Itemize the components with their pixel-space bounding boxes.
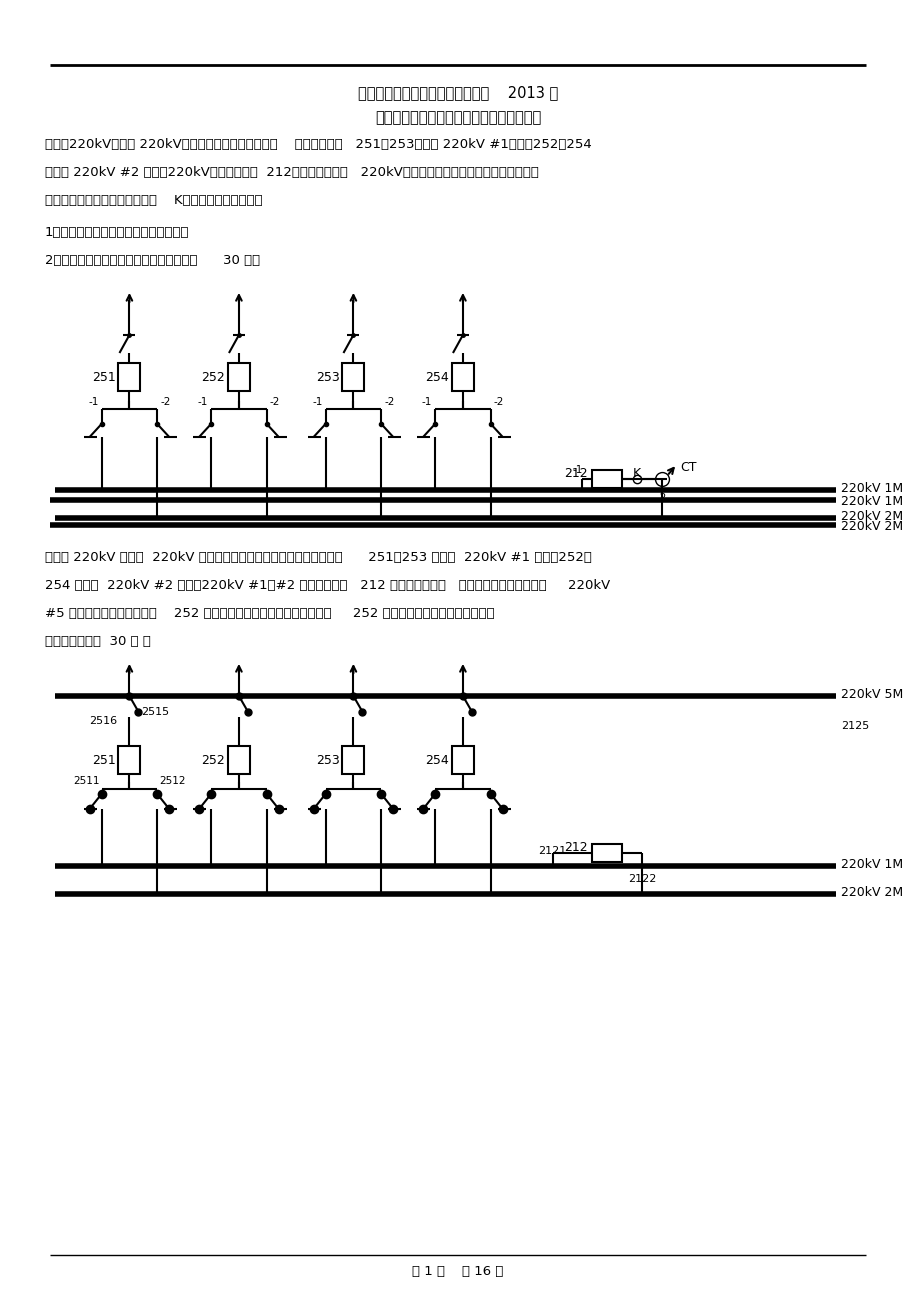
Text: -1: -1 (312, 397, 323, 407)
Text: 2515: 2515 (142, 706, 169, 717)
Text: -1: -1 (421, 397, 432, 407)
Text: 212: 212 (563, 840, 586, 853)
Bar (592, 844, 621, 863)
Bar (228, 364, 250, 391)
Text: -1: -1 (88, 397, 98, 407)
Text: -2: -2 (160, 397, 170, 407)
Text: 2125: 2125 (840, 721, 868, 731)
Bar (228, 747, 250, 774)
Text: 所有出线均在运行状态。故障点    K点如图所示，请回答：: 所有出线均在运行状态。故障点 K点如图所示，请回答： (45, 194, 262, 207)
Text: 2122: 2122 (628, 874, 655, 883)
Text: #5 母线为冷备用状态。现在    252 开关操作箱有计划检修工作，需要将     252 开关转为冷备用状态，请写出详: #5 母线为冷备用状态。现在 252 开关操作箱有计划检修工作，需要将 252 … (45, 607, 494, 620)
Bar (119, 747, 141, 774)
Bar (451, 747, 473, 774)
Text: 212: 212 (563, 466, 586, 480)
Bar (342, 364, 364, 391)
Text: 251: 251 (92, 753, 116, 766)
Text: 2．简述故障处理步骤及恢复送电过程。（      30 分）: 2．简述故障处理步骤及恢复送电过程。（ 30 分） (45, 254, 260, 267)
Text: 2121: 2121 (538, 846, 566, 856)
Text: 220kV 1M: 220kV 1M (840, 495, 902, 508)
Text: 220kV 1M: 220kV 1M (840, 857, 902, 870)
Text: 220kV 5M: 220kV 5M (840, 688, 902, 701)
Text: CT: CT (679, 461, 696, 474)
Text: 2512: 2512 (159, 777, 186, 786)
Bar (592, 470, 621, 489)
Text: 1．分析保护动作情况及开关动作行为：: 1．分析保护动作情况及开关动作行为： (45, 225, 189, 238)
Text: 《电力调度员》技师技能鉴定实际操作题目: 《电力调度员》技师技能鉴定实际操作题目 (374, 109, 540, 125)
Text: K: K (632, 466, 641, 480)
Text: 220kV 2M: 220kV 2M (840, 886, 902, 899)
Text: 2516: 2516 (89, 717, 118, 726)
Text: -2: -2 (269, 397, 280, 407)
Text: -2: -2 (656, 493, 666, 503)
Text: -2: -2 (384, 397, 394, 407)
Text: 254 开关上  220kV #2 母线，220kV #1、#2 母线通过母联   212 开关并列运行，   所有出线均在运行状态，     220kV: 254 开关上 220kV #2 母线，220kV #1、#2 母线通过母联 2… (45, 579, 609, 592)
Bar (451, 364, 473, 391)
Text: 一、某220kV变电站 220kV母线主接线图如下图所示。    运行方式为：   251、253开关上 220kV #1母线，252、254: 一、某220kV变电站 220kV母线主接线图如下图所示。 运行方式为： 251… (45, 138, 591, 151)
Text: 开关上 220kV #2 母线，220kV母线通过母联  212开关并列运行，   220kV出线均为联络线。母线配置母差保护，: 开关上 220kV #2 母线，220kV母线通过母联 212开关并列运行， 2… (45, 165, 539, 179)
Text: 2511: 2511 (73, 777, 99, 786)
Text: 二、某 220kV 变电站  220kV 母线主接线图如下图所示。运行方式为：      251、253 开关上  220kV #1 母线，252、: 二、某 220kV 变电站 220kV 母线主接线图如下图所示。运行方式为： 2… (45, 551, 591, 564)
Bar (342, 747, 364, 774)
Text: 254: 254 (425, 753, 448, 766)
Text: 253: 253 (315, 370, 339, 383)
Text: -1: -1 (572, 465, 582, 476)
Text: -1: -1 (198, 397, 208, 407)
Text: 内蒙古电力（集团）有限责任公司    2013 年: 内蒙古电力（集团）有限责任公司 2013 年 (357, 85, 558, 100)
Bar (119, 364, 141, 391)
Text: 第 1 页    共 16 页: 第 1 页 共 16 页 (412, 1265, 503, 1278)
Text: 251: 251 (92, 370, 116, 383)
Text: 220kV 2M: 220kV 2M (840, 520, 902, 533)
Text: 220kV 2M: 220kV 2M (840, 509, 902, 523)
Text: 252: 252 (201, 370, 225, 383)
Text: 220kV 1M: 220kV 1M (840, 482, 902, 495)
Text: 254: 254 (425, 370, 448, 383)
Text: 252: 252 (201, 753, 225, 766)
Text: 细操作步骤。（  30 分 ）: 细操作步骤。（ 30 分 ） (45, 635, 151, 648)
Text: -2: -2 (494, 397, 504, 407)
Text: 253: 253 (315, 753, 339, 766)
